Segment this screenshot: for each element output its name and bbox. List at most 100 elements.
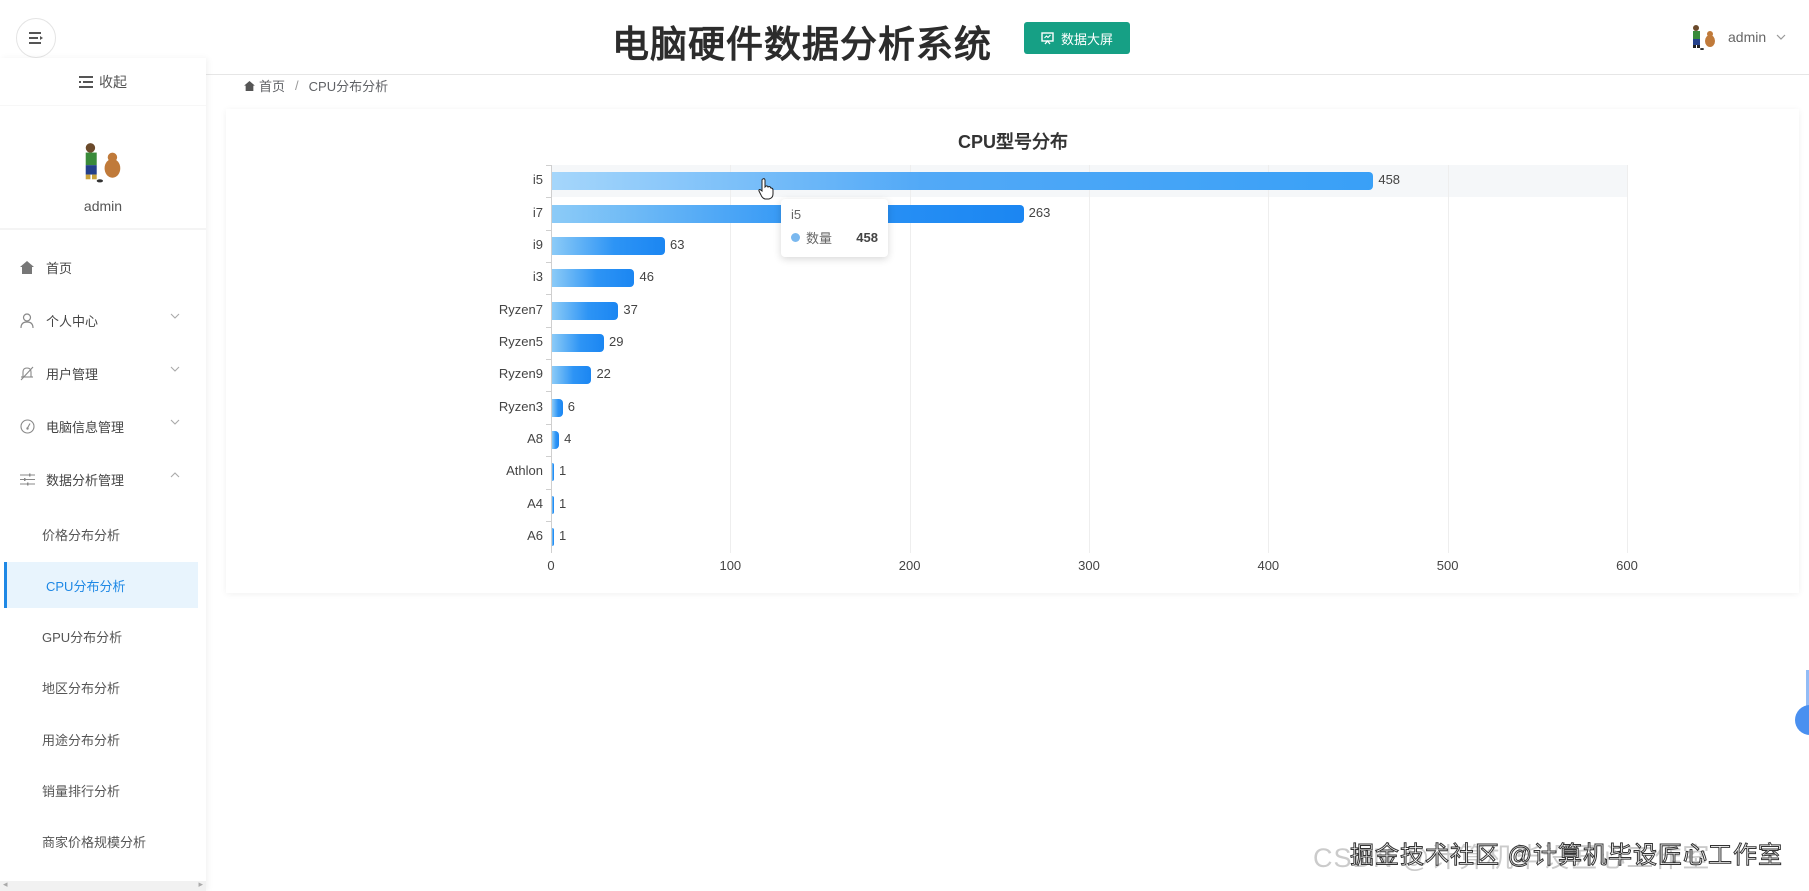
avatar [85, 143, 121, 183]
sidebar-item-user-management[interactable]: 用户管理 [0, 353, 198, 393]
y-axis-tick [546, 423, 551, 425]
sidebar-item-computer-info[interactable]: 电脑信息管理 [0, 406, 198, 446]
tooltip-value: 458 [856, 230, 878, 245]
bar-value-label: 6 [567, 398, 575, 414]
sidebar: 收起 admin 首页 个人中心 用户管理 电脑信息管理 数据分析管理 价格分布… [0, 58, 206, 891]
x-axis-tick-label: 400 [1257, 558, 1280, 573]
breadcrumb-current: CPU分布分析 [308, 79, 389, 94]
sidebar-username: admin [83, 198, 123, 214]
bar-i3[interactable] [552, 269, 635, 288]
sidebar-subitem-price-analysis[interactable]: 价格分布分析 [42, 527, 121, 543]
y-axis-category-label: A6 [527, 528, 543, 544]
y-axis-tick [546, 197, 551, 199]
x-axis-tick-label: 0 [547, 558, 555, 573]
bar-a6[interactable] [552, 528, 554, 547]
x-axis-tick-label: 500 [1436, 558, 1459, 573]
sidebar-item-label: 首页 [46, 260, 73, 276]
bar-value-label: 263 [1028, 204, 1051, 220]
bar-ryzen5[interactable] [552, 333, 604, 352]
data-bigscreen-button[interactable]: 数据大屏 [1024, 22, 1130, 54]
menu-icon [79, 75, 93, 88]
floating-action-button[interactable] [1795, 705, 1809, 735]
bar-athlon[interactable] [552, 463, 554, 482]
bar-value-label: 458 [1378, 172, 1401, 188]
y-axis-category-label: Ryzen5 [498, 333, 543, 349]
sidebar-item-personal-center[interactable]: 个人中心 [0, 300, 198, 340]
y-axis-category-label: i3 [532, 269, 543, 285]
y-axis-tick [546, 488, 551, 490]
home-icon [18, 260, 36, 274]
gauge-icon [18, 418, 36, 434]
bar-i5[interactable] [552, 172, 1374, 191]
y-axis-category-label: i9 [532, 236, 543, 252]
bar-a8[interactable] [552, 430, 560, 449]
x-axis-tick-label: 100 [719, 558, 742, 573]
sidebar-subitem-gpu-analysis[interactable]: GPU分布分析 [42, 629, 123, 645]
scroll-left-arrow-icon[interactable]: ◂ [3, 879, 8, 889]
watermark-csdn: CSDN @计算机毕设匠心工作室 [1313, 843, 1711, 873]
sidebar-item-label: 电脑信息管理 [46, 419, 125, 435]
grid-line [1268, 165, 1270, 553]
sidebar-subitem-sales-ranking[interactable]: 销量排行分析 [42, 783, 121, 799]
y-axis-tick [546, 359, 551, 361]
sidebar-item-data-analysis[interactable]: 数据分析管理 [0, 459, 198, 499]
collapse-button[interactable]: 收起 [0, 58, 206, 106]
y-axis-line [551, 165, 552, 553]
y-axis-category-label: Ryzen9 [498, 366, 543, 382]
bar-value-label: 63 [669, 236, 685, 252]
chevron-down-icon [170, 419, 180, 425]
bar-ryzen3[interactable] [552, 398, 563, 417]
y-axis-category-label: A8 [527, 430, 543, 446]
y-axis-tick [546, 391, 551, 393]
sidebar-subitem-region-analysis[interactable]: 地区分布分析 [42, 680, 121, 696]
bar-a4[interactable] [552, 495, 554, 514]
collapse-label: 收起 [99, 73, 127, 90]
y-axis-category-label: Ryzen7 [498, 301, 543, 317]
y-axis-tick [546, 165, 551, 166]
grid-line [1627, 165, 1628, 553]
bar-value-label: 22 [596, 366, 611, 382]
presentation-icon [1041, 31, 1054, 44]
chevron-down-icon [170, 366, 180, 372]
bar-value-label: 1 [559, 463, 567, 479]
header-username: admin [1728, 29, 1767, 45]
menu-fold-icon [29, 32, 43, 44]
tooltip-series-name: 数量 [806, 231, 833, 246]
bar-value-label: 29 [609, 333, 624, 349]
top-bar: 电脑硬件数据分析系统 数据大屏 admin [0, 0, 1809, 75]
user-icon [18, 312, 36, 328]
y-axis-category-label: Ryzen3 [498, 398, 543, 414]
sliders-icon [18, 473, 36, 486]
sidebar-subitem-usage-analysis[interactable]: 用途分布分析 [42, 732, 121, 748]
breadcrumb-home[interactable]: 首页 [259, 79, 286, 94]
chevron-down-icon [170, 313, 180, 319]
sidebar-subitem-cpu-analysis[interactable]: CPU分布分析 [4, 562, 198, 608]
bar-value-label: 46 [639, 269, 654, 285]
sidebar-item-home[interactable]: 首页 [0, 247, 198, 287]
sidebar-horizontal-scrollbar[interactable]: ◂ ▸ [0, 879, 206, 891]
bar-i9[interactable] [552, 236, 665, 255]
grid-line [1447, 165, 1449, 553]
user-dropdown[interactable]: admin [1690, 24, 1786, 50]
x-axis-tick-label: 300 [1078, 558, 1100, 573]
y-axis-category-label: i7 [532, 204, 543, 220]
app-title: 电脑硬件数据分析系统 [612, 24, 992, 65]
chart-title: CPU型号分布 [957, 132, 1068, 152]
tooltip-category: i5 [791, 207, 802, 222]
bar-value-label: 37 [623, 301, 638, 317]
sidebar-item-label: 数据分析管理 [46, 472, 125, 488]
avatar [1693, 25, 1715, 50]
breadcrumb: 首页 / CPU分布分析 [244, 76, 388, 95]
bar-ryzen7[interactable] [552, 301, 619, 320]
sidebar-subitem-merchant-price-scale[interactable]: 商家价格规模分析 [42, 834, 147, 850]
bar-value-label: 4 [564, 430, 572, 446]
home-icon [244, 80, 255, 91]
menu-toggle-button[interactable] [16, 18, 56, 58]
floating-handle [1806, 670, 1809, 710]
scroll-right-arrow-icon[interactable]: ▸ [198, 879, 203, 889]
chevron-up-icon [170, 472, 180, 478]
grid-line [730, 165, 732, 553]
bar-ryzen9[interactable] [552, 366, 592, 385]
x-axis-tick-label: 600 [1616, 558, 1638, 573]
y-axis-tick [546, 520, 551, 522]
